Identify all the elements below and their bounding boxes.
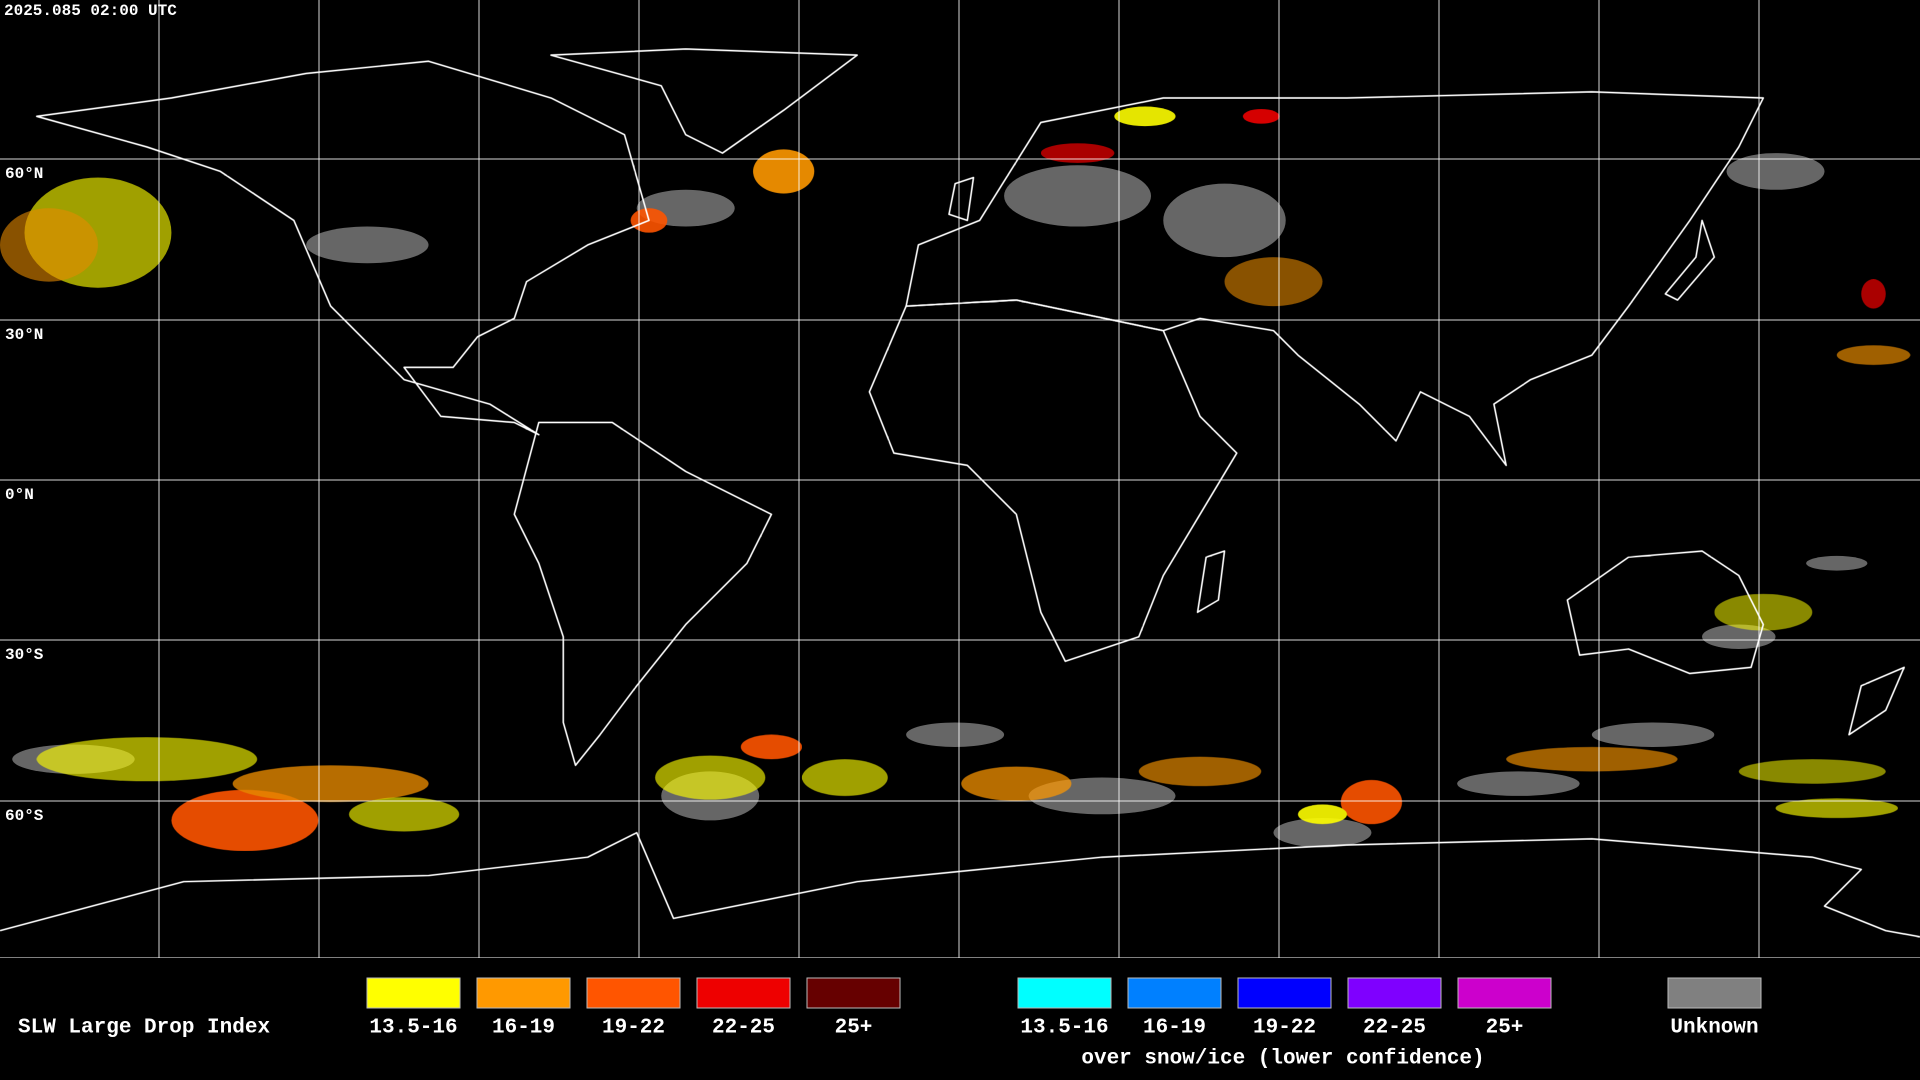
legend-title: SLW Large Drop Index — [18, 1017, 270, 1040]
legend-swatch — [1127, 977, 1222, 1009]
map — [0, 0, 1920, 959]
legend-label: 22-25 — [712, 1017, 775, 1040]
legend-swatch — [806, 977, 901, 1009]
legend-label: 19-22 — [1253, 1017, 1316, 1040]
legend-panel — [0, 958, 1920, 1080]
legend-swatch — [1667, 977, 1762, 1009]
latitude-label: 0°N — [5, 486, 34, 504]
legend-swatch — [1457, 977, 1552, 1009]
cloud-field — [0, 48, 1920, 938]
legend-label: 13.5-16 — [369, 1017, 457, 1040]
legend-label: 13.5-16 — [1020, 1017, 1108, 1040]
legend-label: 19-22 — [602, 1017, 665, 1040]
legend-note: over snow/ice (lower confidence) — [1081, 1048, 1484, 1071]
latitude-label: 60°N — [5, 165, 43, 183]
legend-swatch — [1347, 977, 1442, 1009]
slw-areas — [0, 106, 1911, 852]
legend-label: 16-19 — [1143, 1017, 1206, 1040]
latitude-label: 30°N — [5, 326, 43, 344]
legend-swatch — [1237, 977, 1332, 1009]
legend-swatch — [366, 977, 461, 1009]
timestamp: 2025.085 02:00 UTC — [4, 2, 177, 20]
legend-swatch — [1017, 977, 1112, 1009]
coastlines — [0, 48, 1920, 938]
legend-label: Unknown — [1670, 1017, 1758, 1040]
legend-label: 22-25 — [1363, 1017, 1426, 1040]
legend-swatch — [696, 977, 791, 1009]
legend-label: 25+ — [1486, 1017, 1524, 1040]
legend-label: 25+ — [835, 1017, 873, 1040]
legend-label: 16-19 — [492, 1017, 555, 1040]
unknown-areas — [12, 153, 1868, 848]
latitude-label: 30°S — [5, 646, 44, 664]
legend-swatch — [586, 977, 681, 1009]
legend-swatch — [476, 977, 571, 1009]
latitude-label: 60°S — [5, 807, 44, 825]
